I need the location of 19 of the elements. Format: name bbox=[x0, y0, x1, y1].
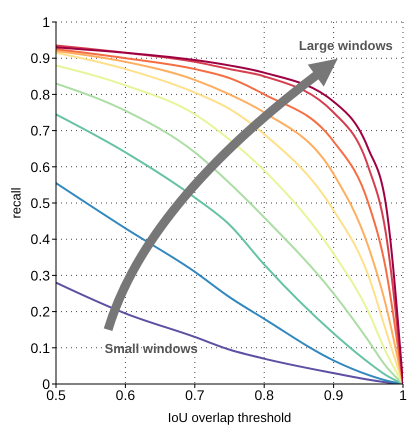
y-tick-label: 0.8 bbox=[30, 86, 50, 102]
annotation: Small windows bbox=[104, 340, 198, 356]
x-tick-label: 0.7 bbox=[185, 386, 205, 403]
y-tick-label: 0.4 bbox=[30, 231, 50, 248]
y-tick-label: 0.3 bbox=[30, 267, 50, 284]
y-tick-label: 0.9 bbox=[30, 50, 50, 66]
y-tick-label: 0.2 bbox=[30, 304, 50, 320]
x-tick-label: 0.6 bbox=[116, 386, 136, 403]
y-tick-label: 1 bbox=[42, 14, 50, 30]
x-tick-label: 1 bbox=[399, 386, 408, 403]
y-tick-label: 0.5 bbox=[30, 194, 50, 211]
y-axis-title: recall bbox=[8, 187, 24, 219]
y-tick-label: 0.6 bbox=[30, 158, 50, 175]
annotation: Large windows bbox=[298, 38, 393, 54]
x-axis-title: IoU overlap threshold bbox=[168, 410, 292, 425]
y-tick-label: 0.1 bbox=[30, 340, 50, 356]
x-tick-label: 0.8 bbox=[254, 386, 274, 403]
y-tick-label: 0.7 bbox=[30, 122, 50, 139]
x-tick-label: 0.9 bbox=[324, 386, 344, 403]
